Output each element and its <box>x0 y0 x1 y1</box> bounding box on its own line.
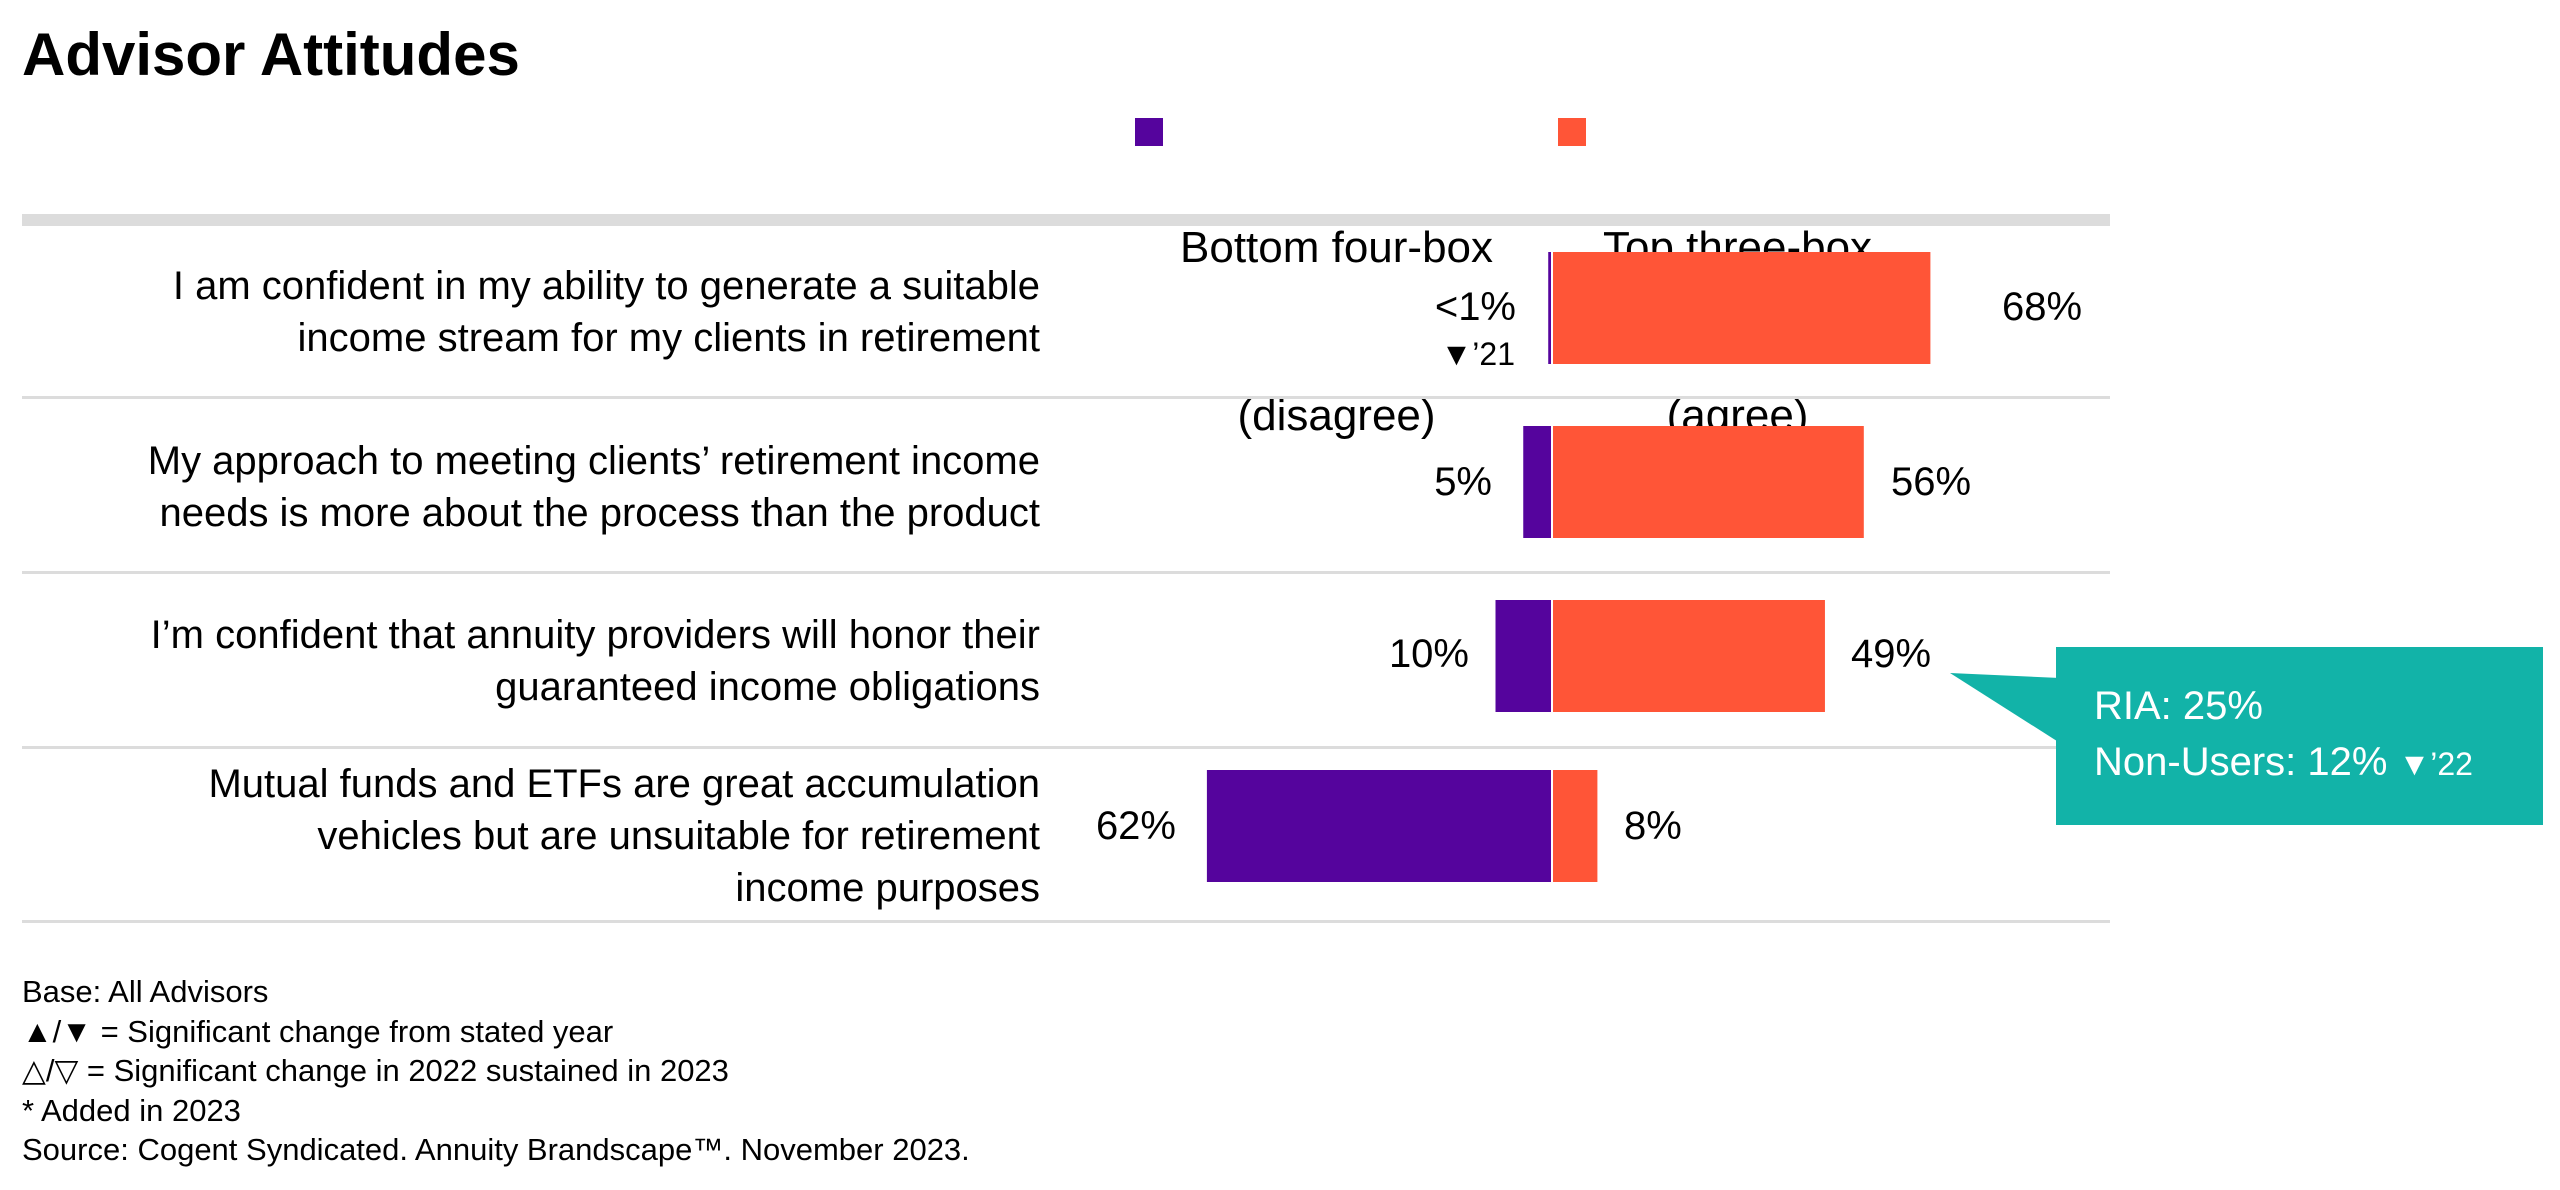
row-label: I am confident in my ability to generate… <box>172 264 1040 360</box>
agree-value-label: 49% <box>1851 632 1932 676</box>
legend-swatch-agree <box>1558 118 1586 146</box>
row-divider <box>22 571 2110 574</box>
bar-agree <box>1553 770 1598 882</box>
disagree-value-label: 62% <box>1095 804 1176 848</box>
significance-note: ▼’22 <box>2398 746 2473 782</box>
agree-value-label: 68% <box>2002 285 2083 329</box>
header-rule <box>22 214 2110 226</box>
callout-line2-text: Non-Users: 12% <box>2094 740 2388 784</box>
footnote-base: Base: All Advisors <box>22 974 269 1009</box>
bar-agree <box>1553 600 1825 712</box>
legend-label-disagree-line2: (disagree) <box>1237 391 1436 440</box>
footnote-sustained: △/▽ = Significant change in 2022 sustain… <box>22 1053 729 1088</box>
disagree-value-label: 10% <box>1388 632 1469 676</box>
disagree-value-label: <1% <box>1434 285 1516 329</box>
row-label: My approach to meeting clients’ retireme… <box>147 439 1040 535</box>
footnotes: Base: All Advisors ▲/▼ = Significant cha… <box>22 972 970 1170</box>
significance-note: ▼’21 <box>1440 336 1515 372</box>
bar-disagree <box>1548 252 1551 364</box>
footnote-significance: ▲/▼ = Significant change from stated yea… <box>22 1013 614 1049</box>
callout-box <box>2056 647 2543 825</box>
callout-line2: Non-Users: 12% ▼’22 <box>2094 738 2473 788</box>
bar-disagree <box>1495 600 1551 712</box>
agree-value-label: 8% <box>1624 804 1682 848</box>
footnote-source: Source: Cogent Syndicated. Annuity Brand… <box>22 1132 970 1167</box>
callout-pointer <box>1950 673 2060 743</box>
disagree-value-label: 5% <box>1434 460 1492 504</box>
agree-value-label: 56% <box>1891 460 1972 504</box>
row-label: Mutual funds and ETFs are great accumula… <box>208 762 1040 910</box>
legend-swatch-disagree <box>1135 118 1163 146</box>
bar-disagree <box>1523 426 1551 538</box>
row-divider <box>22 396 2110 399</box>
legend-label-disagree-line1: Bottom four-box <box>1180 223 1494 272</box>
callout-line1: RIA: 25% <box>2094 684 2263 728</box>
row-divider <box>22 746 2110 749</box>
bar-agree <box>1553 426 1864 538</box>
legend-item-disagree: Bottom four-box (disagree) <box>1135 108 1493 556</box>
bar-agree <box>1553 252 1931 364</box>
row-divider <box>22 920 2110 923</box>
bar-disagree <box>1206 770 1551 882</box>
chart-title: Advisor Attitudes <box>22 21 520 88</box>
legend-label-disagree: Bottom four-box (disagree) <box>1180 108 1493 556</box>
row-label: I’m confident that annuity providers wil… <box>150 613 1040 709</box>
footnote-added: * Added in 2023 <box>22 1092 241 1128</box>
